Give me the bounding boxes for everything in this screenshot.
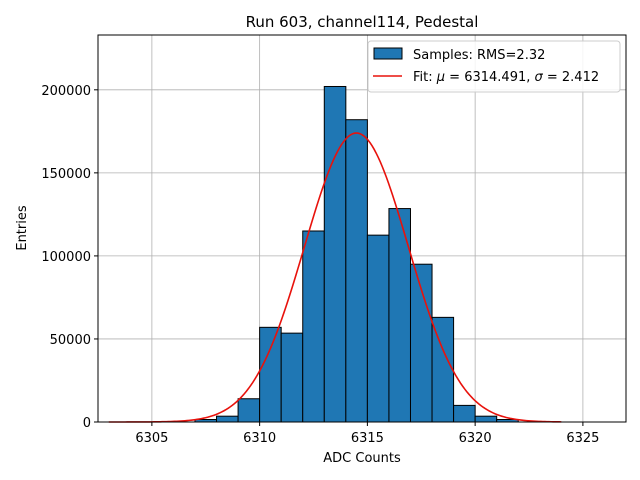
histogram-bar (366, 234, 390, 423)
legend-label-fit: Fit: μ = 6314.491, σ = 2.412 (413, 70, 599, 85)
histogram-bar (474, 415, 498, 423)
x-tick-label: 6310 (243, 431, 276, 446)
y-tick-label: 100000 (41, 250, 91, 265)
y-tick-label: 50000 (50, 333, 91, 348)
y-axis-ticks: 0 50000 100000 150000 200000 (41, 84, 98, 431)
histogram-bar (259, 326, 282, 423)
legend-swatch-samples (373, 47, 403, 60)
chart-title: Run 603, channel114, Pedestal (246, 13, 479, 31)
histogram-bar (323, 85, 347, 423)
x-tick-label: 6325 (566, 431, 599, 446)
fit-curve (108, 132, 562, 423)
x-axis-ticks: 6305 6310 6315 6320 6325 (135, 422, 599, 446)
x-tick-label: 6305 (135, 431, 168, 446)
y-tick-label: 150000 (41, 167, 91, 182)
x-tick-label: 6320 (459, 431, 492, 446)
histogram-bar (453, 404, 476, 423)
histogram-bar (280, 332, 304, 423)
histogram-bar (216, 415, 239, 423)
plot-frame (97, 34, 627, 423)
histogram-bar (237, 398, 261, 423)
histogram-bar (345, 119, 368, 423)
y-tick-label: 0 (83, 416, 91, 431)
histogram-bar (302, 230, 325, 423)
y-tick-label: 200000 (41, 84, 91, 99)
legend-label-samples: Samples: RMS=2.32 (413, 48, 545, 63)
legend: Samples: RMS=2.32 Fit: μ = 6314.491, σ =… (367, 40, 621, 93)
y-axis-label: Entries (15, 205, 30, 251)
legend-box (367, 40, 621, 93)
histogram-bar (431, 316, 455, 423)
x-axis-label: ADC Counts (323, 451, 401, 466)
x-tick-label: 6315 (351, 431, 384, 446)
